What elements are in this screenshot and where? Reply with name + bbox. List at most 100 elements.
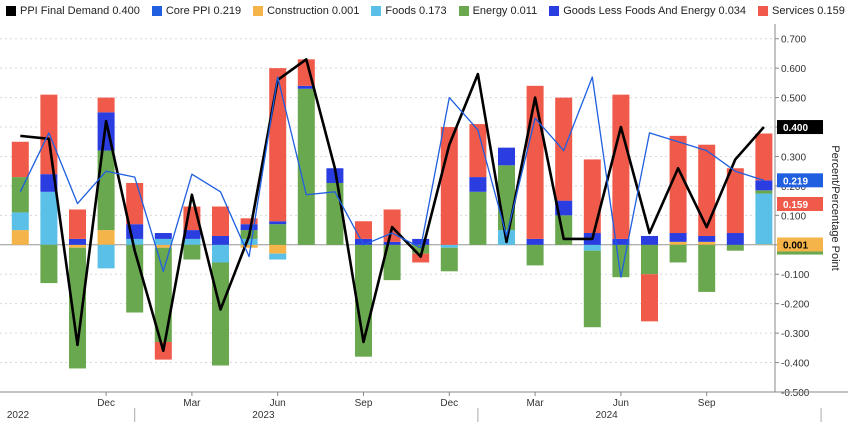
legend-swatch (151, 6, 162, 16)
bar-segment (69, 209, 86, 239)
bar-segment (212, 235, 229, 245)
bar-segment (526, 238, 544, 245)
bar-segment (641, 244, 658, 275)
legend-item: Energy 0.011 (458, 5, 538, 17)
bar-segment (269, 224, 287, 245)
bar-segment (240, 218, 258, 225)
legend-label: Foods 0.173 (385, 5, 447, 17)
x-tick-label: Jun (270, 398, 286, 409)
bar-segment (669, 244, 687, 263)
x-tick-label: Jun (613, 398, 629, 409)
y-tick-label: 0.600 (781, 64, 806, 75)
bar-segment (583, 244, 601, 251)
y-tick-label: 0.500 (781, 94, 806, 105)
bar-segment (383, 244, 401, 281)
value-tag (777, 237, 823, 252)
legend-label: Services 0.159 (772, 5, 845, 17)
bar-segment (641, 274, 658, 322)
legend-label: Energy 0.011 (472, 5, 538, 17)
bar-segment (69, 244, 86, 248)
bar-segment (212, 244, 229, 263)
bar-segment (40, 191, 58, 245)
x-tick-label: Mar (526, 398, 544, 409)
bar-segment (40, 244, 58, 284)
bar-segment (269, 68, 287, 222)
bar-segment (240, 244, 258, 248)
x-tick-label: Sep (698, 398, 716, 409)
legend-label: Construction 0.001 (267, 5, 360, 17)
bar-segment (212, 262, 229, 366)
bar-segment (97, 244, 115, 269)
y-tick-label: 0.700 (781, 35, 806, 46)
bar-segment (183, 244, 201, 260)
y-tick-label: 0.100 (781, 211, 806, 222)
legend-swatch (253, 6, 264, 16)
bar-segment (154, 247, 172, 342)
legend-label: PPI Final Demand 0.400 (20, 5, 140, 17)
x-tick-label: Sep (355, 398, 373, 409)
x-year-label: 2024 (595, 410, 618, 421)
x-tick-label: Dec (97, 398, 115, 409)
bar-segment (212, 206, 229, 236)
bar-segment (69, 247, 86, 369)
bar-segment (755, 180, 773, 191)
y-tick-label: -0.200 (781, 300, 810, 311)
bar-segment (583, 159, 601, 234)
y-tick-label: -0.100 (781, 270, 810, 281)
bar-segment (355, 238, 372, 245)
bar-segment (11, 177, 29, 213)
bar-segment (669, 241, 687, 245)
legend-item: Foods 0.173 (371, 5, 447, 17)
value-tag-label: 0.159 (783, 200, 808, 211)
bar-segment (183, 238, 201, 245)
legend-item: Construction 0.001 (253, 5, 359, 17)
bar-segment (11, 230, 29, 245)
bar-segment (297, 88, 315, 245)
bar-segment (383, 241, 401, 245)
bar-segment (555, 215, 573, 245)
bar-segment (669, 135, 687, 234)
x-tick-label: Dec (440, 398, 458, 409)
legend-item: Core PPI 0.219 (151, 5, 241, 17)
bar-segment (726, 233, 744, 245)
x-year-label: 2023 (252, 410, 275, 421)
bar-segment (126, 238, 144, 245)
legend-item: PPI Final Demand 0.400 (6, 5, 140, 17)
legend-swatch (758, 6, 769, 16)
core-ppi-line (19, 76, 765, 278)
bar-segment (755, 133, 773, 181)
bar-segment (97, 97, 115, 113)
bar-segment (440, 244, 458, 248)
x-tick-label: Mar (183, 398, 201, 409)
bar-segment (11, 141, 29, 178)
bar-segment (469, 191, 487, 245)
y-tick-label: 0.300 (781, 152, 806, 163)
legend-item: Services 0.159 (758, 5, 845, 17)
legend-swatch (6, 6, 16, 16)
bar-segment (69, 238, 86, 245)
bar-segment (612, 94, 630, 239)
bar-segment (412, 253, 430, 263)
bar-segment (440, 247, 458, 272)
value-tag (777, 196, 823, 211)
bar-segment (755, 190, 773, 194)
legend-swatch (549, 6, 560, 16)
y-axis-title: Percent/Percentage Point (829, 145, 841, 270)
bar-segment (154, 244, 172, 248)
legend-swatch (371, 6, 382, 16)
y-tick-label: 0.200 (781, 182, 806, 193)
bar-segment (469, 124, 487, 178)
bar-segment (612, 238, 630, 245)
ppi-final-demand-line (20, 58, 765, 353)
bar-segment (498, 147, 515, 166)
bar-segment (412, 238, 430, 245)
bar-segment (97, 230, 115, 245)
y-tick-label: -0.400 (781, 359, 810, 370)
value-tag-label: 0.001 (783, 241, 808, 252)
bar-segment (297, 85, 315, 89)
bar-segment (240, 238, 258, 245)
bar-segment (755, 244, 773, 246)
bar-segment (526, 244, 544, 266)
bar-segment (641, 235, 658, 245)
